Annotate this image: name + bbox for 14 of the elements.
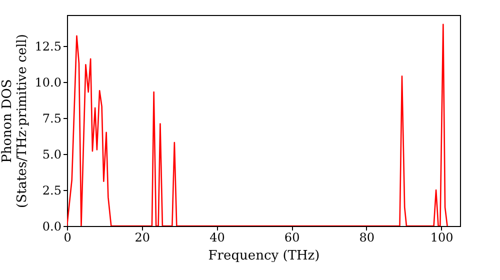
x-tick-label: 80 <box>359 230 375 244</box>
y-tick-label: 5.0 <box>42 147 62 162</box>
y-tick-label: 0.0 <box>42 220 62 234</box>
x-tick-label: 40 <box>210 230 225 244</box>
x-tick-label: 60 <box>284 230 300 244</box>
y-tick-label: 10.0 <box>34 75 62 90</box>
y-tick-label: 12.5 <box>34 39 62 54</box>
y-tick-label: 7.5 <box>42 111 62 126</box>
y-tick-label: 2.5 <box>42 183 62 198</box>
y-axis-title: Phonon DOS (States/THz·primitive cell) <box>0 34 30 208</box>
x-tick-label: 100 <box>430 230 454 244</box>
x-tick-label: 0 <box>64 230 72 244</box>
x-tick-label: 20 <box>134 230 150 244</box>
line-series <box>67 24 448 226</box>
